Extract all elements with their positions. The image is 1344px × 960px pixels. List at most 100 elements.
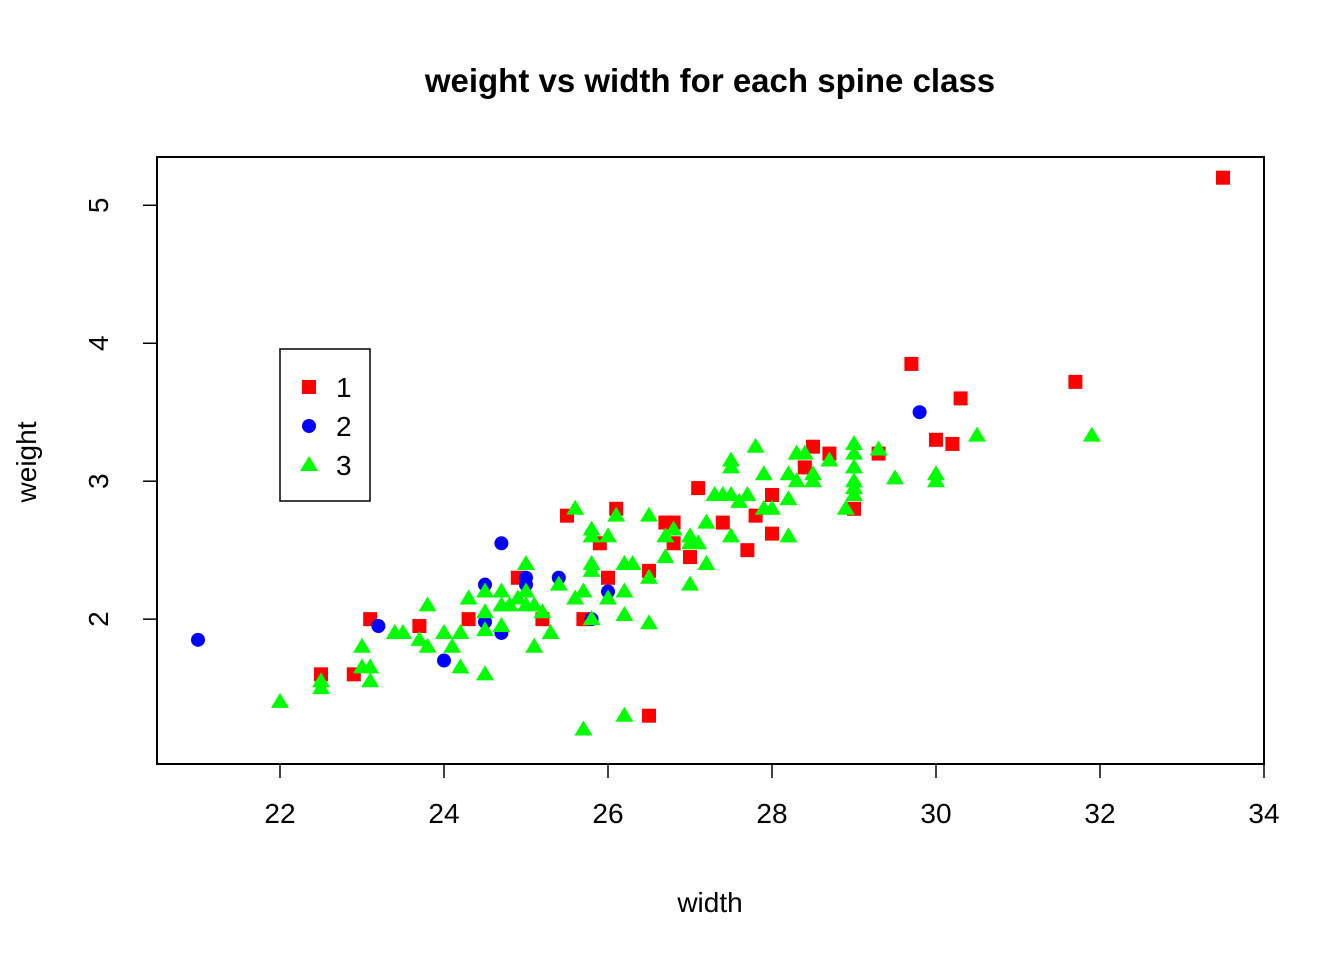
- legend-label-2: 2: [336, 411, 352, 442]
- point-series-3: [623, 554, 642, 570]
- point-series-3: [525, 596, 544, 612]
- point-series-3: [787, 472, 806, 488]
- point-series-3: [656, 548, 675, 564]
- point-series-1: [642, 708, 656, 723]
- point-series-3: [271, 692, 289, 708]
- point-series-3: [517, 582, 535, 598]
- point-series-3: [845, 434, 863, 450]
- point-series-3: [779, 465, 798, 481]
- point-series-3: [451, 658, 470, 674]
- point-series-1: [412, 619, 427, 634]
- point-series-3: [722, 527, 740, 543]
- point-series-3: [779, 527, 798, 543]
- point-series-3: [697, 513, 716, 529]
- chart-title: weight vs width for each spine class: [424, 62, 995, 99]
- legend-label-3: 3: [336, 450, 352, 481]
- point-series-3: [492, 617, 511, 633]
- point-series-1: [904, 356, 919, 371]
- point-series-1: [740, 543, 755, 558]
- point-series-3: [533, 603, 552, 619]
- point-series-3: [836, 499, 855, 515]
- point-series-3: [525, 637, 544, 653]
- legend-marker-3: [300, 456, 318, 471]
- legend-label-1: 1: [336, 372, 352, 403]
- point-series-3: [845, 444, 863, 460]
- point-series-3: [681, 575, 699, 591]
- point-series-3: [615, 706, 634, 722]
- point-series-3: [361, 658, 380, 674]
- point-series-3: [418, 637, 437, 653]
- point-series-3: [599, 589, 617, 605]
- point-series-1: [797, 460, 812, 475]
- point-series-3: [681, 527, 699, 543]
- point-series-3: [746, 437, 765, 453]
- point-series-3: [476, 621, 494, 637]
- point-series-3: [418, 596, 437, 612]
- point-series-3: [476, 665, 494, 681]
- point-series-1: [715, 515, 730, 530]
- x-tick-label: 22: [264, 798, 295, 829]
- y-axis: 2 3 4 5: [83, 197, 158, 627]
- point-series-3: [435, 623, 453, 639]
- point-series-3: [1082, 426, 1101, 442]
- point-series-2: [191, 632, 205, 647]
- point-series-3: [722, 458, 740, 474]
- point-series-3: [410, 630, 429, 646]
- x-axis-label: width: [676, 887, 742, 918]
- data-points: [191, 170, 1230, 736]
- x-tick-label: 24: [428, 798, 459, 829]
- point-series-3: [451, 623, 470, 639]
- point-series-3: [574, 582, 593, 598]
- point-series-3: [927, 465, 945, 481]
- point-series-3: [640, 506, 658, 522]
- point-series-2: [494, 536, 509, 551]
- x-tick-label: 28: [756, 798, 787, 829]
- point-series-3: [549, 575, 568, 591]
- point-series-1: [1216, 170, 1230, 185]
- point-series-3: [476, 582, 494, 598]
- point-series-3: [820, 451, 839, 467]
- point-series-2: [371, 619, 386, 634]
- point-series-3: [795, 444, 814, 460]
- point-series-1: [765, 487, 779, 502]
- point-series-3: [615, 606, 634, 622]
- x-tick-label: 30: [920, 798, 951, 829]
- point-series-3: [722, 485, 740, 501]
- point-series-3: [886, 469, 904, 485]
- point-series-3: [566, 499, 585, 515]
- point-series-3: [845, 485, 863, 501]
- y-tick-label: 4: [83, 335, 114, 351]
- point-series-3: [804, 465, 822, 481]
- point-series-1: [683, 550, 697, 565]
- point-series-3: [754, 465, 773, 481]
- point-series-3: [517, 554, 535, 570]
- point-series-3: [615, 582, 634, 598]
- point-series-3: [607, 506, 626, 522]
- point-series-3: [582, 554, 601, 570]
- point-series-3: [459, 589, 478, 605]
- point-series-3: [640, 614, 658, 630]
- point-series-3: [968, 426, 986, 442]
- x-axis: 22 24 26 28 30 32 34: [264, 763, 1280, 829]
- point-series-3: [779, 490, 798, 506]
- point-series-1: [806, 439, 820, 454]
- point-series-3: [599, 527, 617, 543]
- point-series-1: [765, 526, 779, 541]
- point-series-1: [601, 570, 615, 585]
- point-series-3: [738, 485, 757, 501]
- point-series-3: [640, 568, 658, 584]
- point-series-3: [492, 582, 511, 598]
- point-series-3: [845, 472, 863, 488]
- point-series-3: [476, 603, 494, 619]
- y-tick-label: 3: [83, 473, 114, 489]
- point-series-3: [443, 637, 462, 653]
- x-tick-label: 32: [1084, 798, 1115, 829]
- point-series-1: [929, 432, 943, 447]
- point-series-3: [312, 679, 330, 695]
- x-tick-label: 26: [592, 798, 623, 829]
- point-series-3: [541, 623, 560, 639]
- legend-box: [279, 348, 371, 502]
- point-series-3: [763, 499, 781, 515]
- point-series-3: [664, 520, 683, 536]
- point-series-3: [574, 720, 593, 736]
